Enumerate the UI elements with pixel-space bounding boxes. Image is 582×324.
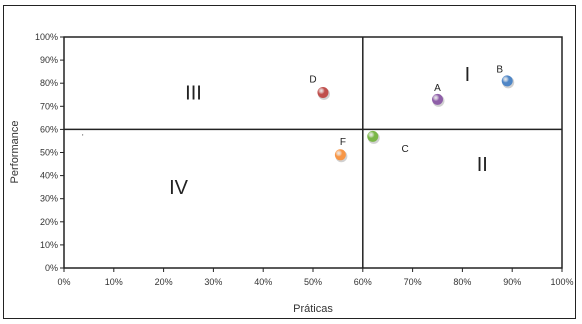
quadrant-label: IV	[169, 177, 189, 199]
data-point-label: F	[340, 137, 346, 148]
stray-mark: '	[82, 133, 84, 142]
x-tick-label: 0%	[57, 277, 70, 287]
data-point-label: A	[434, 83, 441, 94]
data-point-label: B	[496, 64, 503, 75]
data-point-label: C	[402, 144, 409, 155]
x-axis-title: Práticas	[293, 303, 333, 315]
y-tick-label: 80%	[40, 78, 58, 88]
y-axis-ticks: 0% 10% 20% 30% 40% 50% 60% 70% 80% 90% 100%	[35, 32, 64, 273]
x-tick-label: 10%	[105, 277, 123, 287]
data-point-label: D	[309, 75, 316, 86]
x-tick-label: 40%	[254, 277, 272, 287]
data-point	[501, 75, 513, 87]
plot-area	[63, 36, 563, 269]
x-tick-label: 80%	[453, 277, 471, 287]
data-points: A B C D F	[309, 64, 515, 163]
y-tick-label: 50%	[40, 148, 58, 158]
x-tick-label: 60%	[354, 277, 372, 287]
x-tick-label: 20%	[155, 277, 173, 287]
y-tick-label: 40%	[40, 171, 58, 181]
y-tick-label: 60%	[40, 124, 58, 134]
data-point	[334, 149, 346, 161]
x-tick-label: 70%	[404, 277, 422, 287]
y-tick-label: 10%	[40, 240, 58, 250]
y-tick-label: 20%	[40, 217, 58, 227]
quadrant-lines	[64, 37, 562, 268]
x-tick-label: 50%	[304, 277, 322, 287]
y-tick-label: 70%	[40, 101, 58, 111]
y-tick-label: 0%	[45, 263, 58, 273]
y-tick-label: 90%	[40, 55, 58, 65]
y-tick-label: 30%	[40, 194, 58, 204]
data-point	[367, 130, 379, 142]
y-tick-label: 100%	[35, 32, 58, 42]
data-point	[432, 93, 443, 105]
x-tick-label: 90%	[503, 277, 521, 287]
x-tick-label: 30%	[204, 277, 222, 287]
x-tick-label: 100%	[550, 277, 573, 287]
x-axis-ticks: 0% 10% 20% 30% 40% 50% 60% 70% 80% 90% 100%	[57, 268, 574, 287]
quadrant-label: I	[465, 64, 471, 86]
y-axis-title: Performance	[9, 121, 21, 184]
quadrant-label: II	[477, 154, 488, 176]
quadrant-label: III	[185, 82, 202, 104]
data-point	[317, 86, 329, 98]
